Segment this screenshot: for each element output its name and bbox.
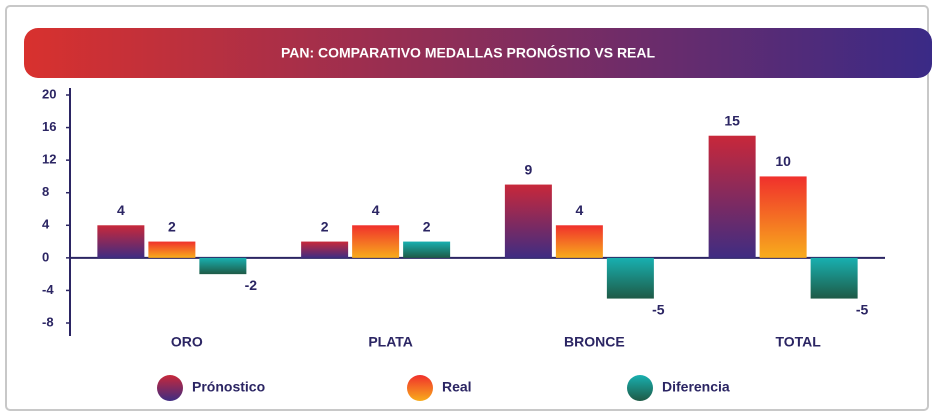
data-label: 2	[321, 218, 329, 234]
y-tick-label: 0	[42, 249, 49, 264]
legend-swatch	[627, 375, 653, 401]
chart-title: PAN: COMPARATIVO MEDALLAS PRONÓSTIO VS R…	[281, 44, 656, 61]
x-tick-label: TOTAL	[775, 334, 821, 350]
data-label: 4	[372, 202, 380, 218]
bar	[606, 257, 654, 299]
title-banner	[24, 28, 932, 78]
bar	[352, 225, 400, 258]
legend-label: Prónostico	[192, 379, 265, 395]
data-label: -5	[856, 301, 869, 317]
data-label: 9	[524, 161, 532, 177]
legend-swatch	[157, 375, 183, 401]
bar	[199, 257, 247, 275]
data-label: -5	[652, 301, 665, 317]
bar	[555, 225, 603, 258]
legend-label: Diferencia	[662, 379, 730, 395]
bar	[810, 257, 858, 299]
data-label: 10	[775, 153, 791, 169]
bar	[148, 241, 196, 258]
bar	[403, 241, 451, 258]
bar	[708, 135, 756, 258]
legend-label: Real	[442, 379, 472, 395]
y-tick-label: 12	[42, 152, 56, 167]
y-tick-label: -8	[42, 314, 54, 329]
bar	[301, 241, 349, 258]
y-tick-label: 4	[42, 217, 50, 232]
data-label: 2	[423, 218, 431, 234]
legend-swatch	[407, 375, 433, 401]
bar	[97, 225, 145, 258]
bar	[759, 176, 807, 258]
data-label: 4	[117, 202, 125, 218]
bar	[504, 184, 552, 258]
data-label: -2	[245, 277, 258, 293]
data-label: 2	[168, 218, 176, 234]
x-tick-label: ORO	[171, 334, 203, 350]
data-label: 4	[575, 202, 583, 218]
y-tick-label: 20	[42, 86, 56, 101]
x-tick-label: PLATA	[368, 334, 413, 350]
data-label: 15	[724, 112, 740, 128]
x-tick-label: BRONCE	[564, 334, 625, 350]
y-tick-label: 8	[42, 184, 49, 199]
y-tick-label: -4	[42, 282, 54, 297]
y-tick-label: 16	[42, 119, 56, 134]
panel	[5, 5, 929, 411]
